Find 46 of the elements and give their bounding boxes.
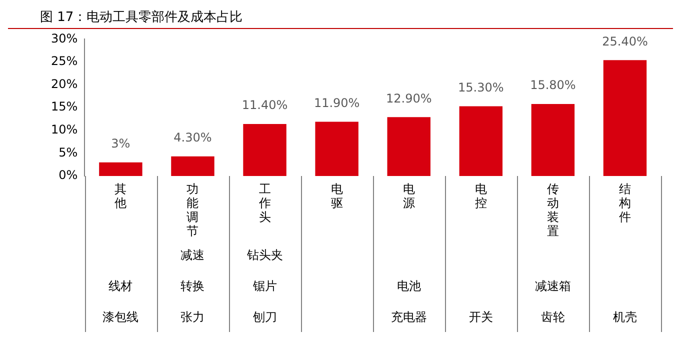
text: 电池 <box>396 279 421 294</box>
x-tick-label: 电源 <box>402 182 415 210</box>
x-tick-label: 电控 <box>474 182 487 210</box>
text: 钻头夹 <box>246 248 283 262</box>
bar <box>99 162 142 176</box>
chart-title: 图 17：电动工具零部件及成本占比 <box>8 8 673 29</box>
y-tick-label: 5% <box>58 145 78 160</box>
bar <box>603 60 647 176</box>
text: 锯片 <box>252 279 277 294</box>
data-label: 11.40% <box>242 98 288 112</box>
data-label: 11.90% <box>314 96 360 110</box>
x-tick-label: 工作头 <box>258 182 271 224</box>
bar <box>459 106 503 176</box>
bar <box>387 117 430 176</box>
data-label: 4.30% <box>174 130 212 145</box>
data-label: 25.40% <box>602 34 648 48</box>
text: 机壳 <box>612 310 637 324</box>
x-tick-label: 其他 <box>114 182 127 210</box>
text: 张力 <box>180 310 205 324</box>
y-tick-label: 10% <box>51 122 78 137</box>
text: 减速 <box>180 248 205 262</box>
text: 转换 <box>180 279 205 294</box>
data-label: 15.30% <box>458 80 504 94</box>
x-tick-label: 传动装置 <box>546 182 559 238</box>
text: 刨刀 <box>252 310 277 324</box>
data-label: 15.80% <box>530 78 576 92</box>
text: 齿轮 <box>540 310 565 324</box>
text: 减速箱 <box>534 279 571 294</box>
text: 线材 <box>108 279 133 294</box>
data-label: 3% <box>111 136 130 150</box>
bar <box>243 124 286 176</box>
y-tick-label: 20% <box>51 76 78 91</box>
x-tick-label: 结构件 <box>618 182 631 224</box>
y-tick-label: 25% <box>51 54 78 68</box>
text: 漆包线 <box>102 310 139 324</box>
text: 充电器 <box>390 310 427 324</box>
data-label: 12.90% <box>386 91 432 106</box>
bar <box>315 122 358 176</box>
text: 开关 <box>468 310 493 324</box>
x-tick-label: 功能调节 <box>186 182 199 238</box>
y-tick-label: 15% <box>51 100 78 114</box>
x-tick-label: 电驱 <box>330 182 343 210</box>
y-tick-label: 30% <box>51 31 78 46</box>
bar <box>171 156 214 176</box>
bar <box>531 104 575 176</box>
y-tick-label: 0% <box>58 168 78 182</box>
